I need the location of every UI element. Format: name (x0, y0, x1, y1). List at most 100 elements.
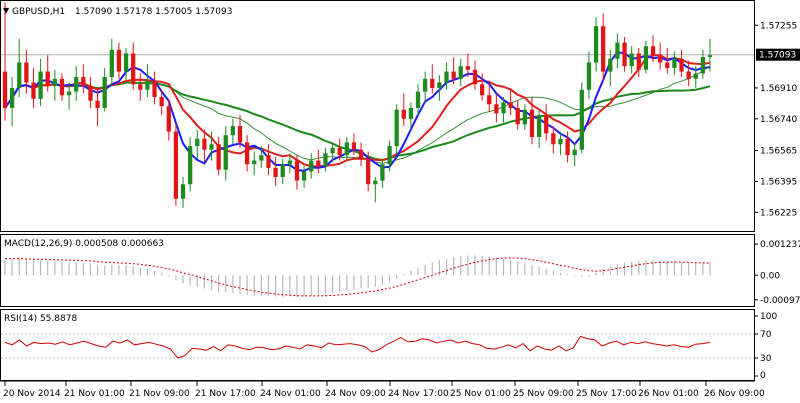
current-price-label: 1.57093 (759, 51, 796, 61)
candle (287, 153, 292, 174)
candle (608, 49, 613, 87)
candle (230, 118, 236, 145)
candle (415, 84, 421, 116)
time-tick-label: 21 Nov 17:00 (195, 389, 256, 399)
candle (508, 89, 513, 116)
rsi-line (4, 335, 711, 359)
macd-tick-label: 0.001237 (760, 240, 800, 250)
moving-average-line (4, 51, 711, 172)
candle (522, 104, 527, 130)
candle (9, 77, 15, 127)
candle (622, 37, 627, 72)
candle (273, 156, 278, 187)
candle (159, 89, 164, 116)
time-tick-label: 26 Nov 09:00 (704, 389, 765, 399)
candle (309, 153, 314, 179)
candle (423, 71, 428, 103)
candle (679, 49, 684, 78)
candle (472, 60, 478, 90)
candle (280, 158, 285, 185)
time-tick-label: 21 Nov 09:00 (129, 389, 190, 399)
candle (45, 55, 50, 92)
rsi-tick-label: 70 (760, 330, 772, 340)
candle (173, 124, 179, 207)
candle (59, 73, 65, 101)
candle (444, 62, 449, 90)
price-tick-label: 1.56910 (760, 84, 797, 94)
candle (615, 33, 620, 68)
candle (665, 47, 670, 74)
rsi-pane-frame (0, 309, 755, 381)
candle (658, 42, 663, 70)
candle (138, 73, 143, 101)
candle (373, 176, 378, 203)
candle (672, 51, 677, 76)
rsi-tick-label: 100 (760, 312, 777, 322)
candle (686, 60, 691, 87)
candle (152, 71, 157, 105)
candle (223, 126, 228, 181)
candle (95, 89, 100, 127)
macd-tick-label: 0.00 (760, 271, 780, 281)
candle (558, 131, 563, 156)
candle (102, 67, 107, 112)
price-tick-label: 1.57255 (760, 21, 797, 31)
time-tick-label: 26 Nov 01:00 (638, 389, 699, 399)
macd-signal-line (5, 257, 711, 297)
candle (536, 109, 542, 148)
candle (636, 47, 641, 78)
ohlc-readout: 1.57090 1.57178 1.57005 1.57093 (75, 7, 232, 17)
candle (515, 100, 520, 130)
candle (131, 42, 136, 90)
candle (643, 40, 649, 74)
axes: 1.57255 1.56910 1.56740 1.56565 1.56395 1.562… (0, 21, 800, 399)
rsi-title: RSI(14) 55.8878 (4, 314, 77, 324)
candle (81, 64, 86, 94)
candle (544, 104, 549, 141)
symbol-dropdown-icon[interactable]: ▼ (3, 6, 10, 15)
rsi-tick-label: 0 (760, 371, 766, 381)
candle (494, 93, 499, 123)
candle (202, 129, 207, 163)
candle (380, 158, 385, 188)
candle (437, 75, 442, 101)
candle (66, 82, 72, 110)
candle (387, 140, 392, 172)
candle (301, 166, 307, 188)
candle (394, 104, 399, 156)
candle (501, 97, 506, 123)
candle (430, 64, 435, 94)
candle (52, 69, 57, 101)
macd-title: MACD(12,26,9) 0.000508 0.000663 (4, 239, 164, 249)
candle (38, 58, 43, 107)
candle (565, 131, 570, 163)
candle (572, 142, 577, 167)
candle (579, 82, 584, 154)
candle (166, 98, 171, 141)
candle (145, 64, 150, 98)
candle (180, 176, 186, 208)
candle (693, 66, 698, 88)
price-pane-frame (0, 0, 755, 232)
current-price-marker: 1.57093 (756, 48, 800, 61)
moving-average-line (4, 54, 711, 168)
candle (17, 38, 22, 98)
candle (479, 73, 485, 101)
candle (244, 135, 250, 172)
candle (487, 84, 492, 112)
candle (650, 35, 656, 63)
candle (593, 17, 599, 72)
candle (707, 38, 713, 72)
candle (451, 57, 456, 85)
macd-plot (4, 255, 711, 297)
candle (88, 77, 93, 108)
candle (316, 149, 321, 174)
candle (330, 142, 335, 163)
candle (601, 13, 606, 81)
candle (266, 144, 271, 176)
candle (629, 46, 634, 74)
candle (294, 155, 300, 190)
price-tick-label: 1.56565 (760, 147, 797, 157)
